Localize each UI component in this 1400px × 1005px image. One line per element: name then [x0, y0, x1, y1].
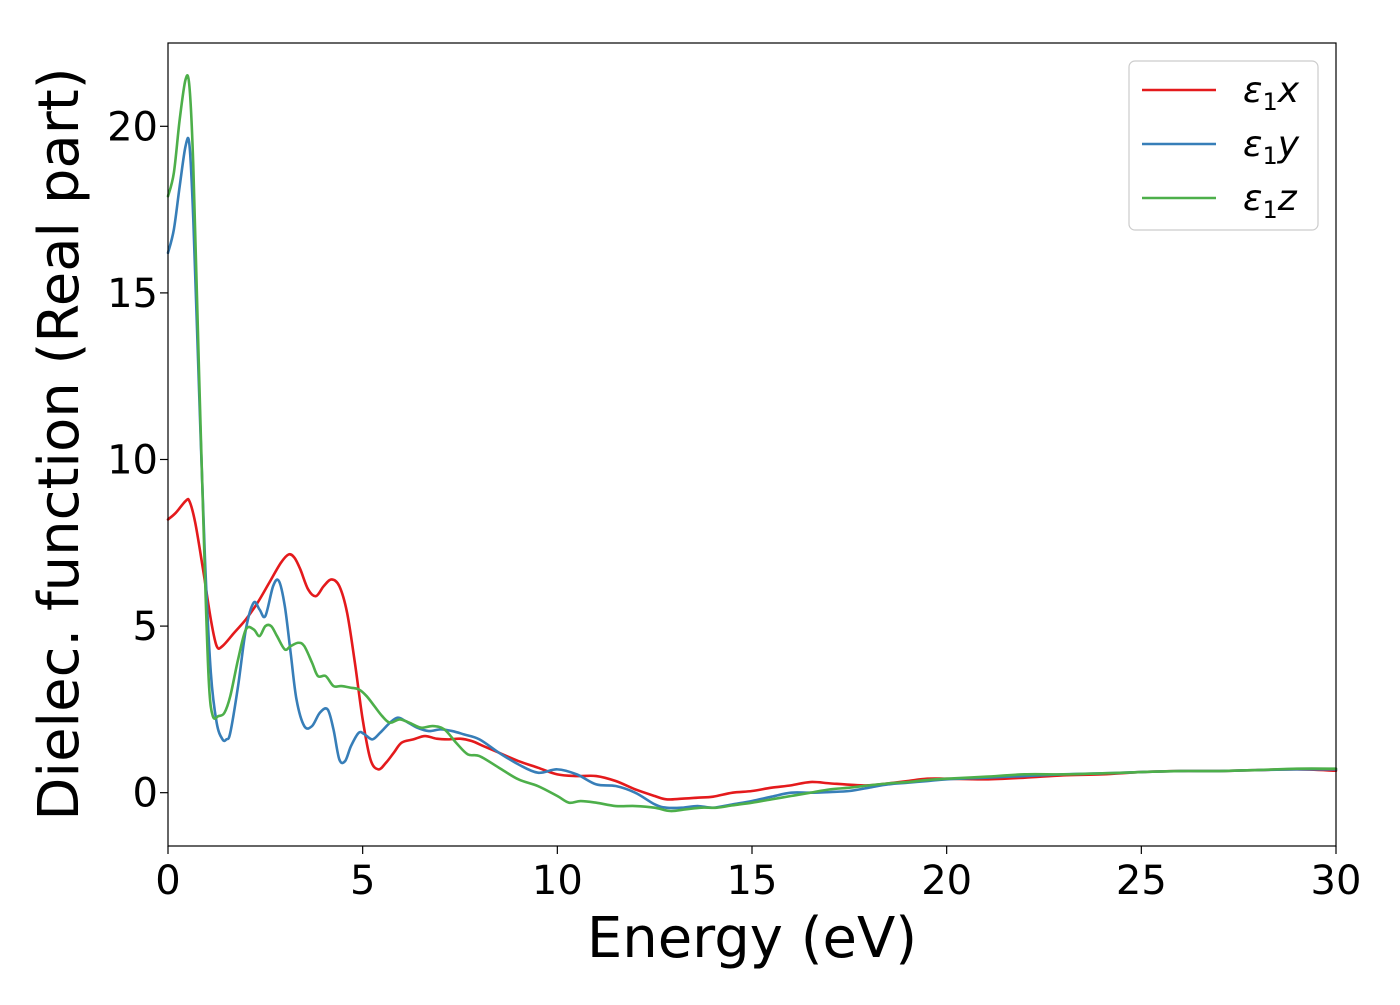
legend-label-x: ε1x — [1243, 70, 1300, 116]
legend-label-y: ε1y — [1243, 124, 1300, 170]
x-axis-label: Energy (eV) — [587, 906, 917, 971]
x-tick-label: 25 — [1116, 858, 1167, 904]
x-tick-label: 10 — [532, 858, 583, 904]
y-axis: 0 5 10 15 20 — [107, 104, 168, 817]
legend: ε1x ε1y ε1z — [1128, 60, 1319, 231]
series-line-z — [166, 74, 1338, 813]
y-tick-label: 0 — [133, 771, 158, 817]
y-tick-label: 15 — [107, 271, 158, 317]
x-tick-label: 15 — [727, 858, 778, 904]
x-tick-label: 0 — [155, 858, 180, 904]
y-axis-label: Dielec. function (Real part) — [27, 67, 92, 820]
x-tick-label: 30 — [1311, 858, 1362, 904]
y-tick-label: 5 — [133, 604, 158, 650]
legend-box — [1128, 60, 1319, 231]
y-tick-label: 10 — [107, 437, 158, 483]
x-tick-label: 5 — [350, 858, 375, 904]
y-tick-label: 20 — [107, 104, 158, 150]
legend-label-z: ε1z — [1243, 178, 1298, 224]
series-layer — [166, 74, 1338, 813]
x-axis: 0 5 10 15 20 25 30 — [155, 846, 1361, 904]
x-tick-label: 20 — [921, 858, 972, 904]
